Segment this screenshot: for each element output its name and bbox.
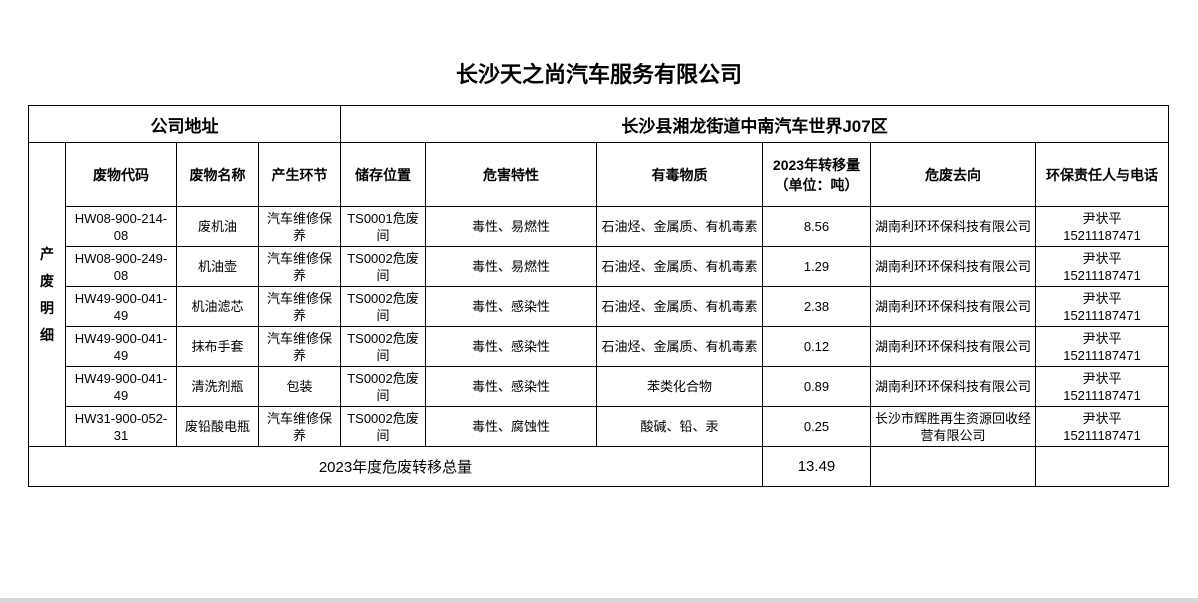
production-stage-cell: 汽车维修保养 [258, 286, 341, 327]
toxic-substances-cell: 酸碱、铅、汞 [596, 406, 763, 447]
col-header-waste-name: 废物名称 [176, 142, 259, 207]
waste-code-cell: HW49-900-041-49 [65, 326, 177, 367]
waste-name-cell: 废铅酸电瓶 [176, 406, 259, 447]
total-row: 2023年度危废转移总量 13.49 [28, 446, 1170, 487]
table-row: HW08-900-249-08 机油壶 汽车维修保养 TS0002危废间 毒性、… [29, 246, 1170, 287]
contact-cell: 尹状平 15211187471 [1034, 406, 1170, 447]
toxic-substances-cell: 石油烃、金属质、有机毒素 [596, 326, 763, 367]
table-row: HW49-900-041-49 机油滤芯 汽车维修保养 TS0002危废间 毒性… [29, 286, 1170, 327]
destination-cell: 长沙市辉胜再生资源回收经营有限公司 [870, 406, 1036, 447]
storage-location-cell: TS0002危废间 [340, 246, 426, 287]
destination-cell: 湖南利环环保科技有限公司 [870, 206, 1036, 247]
toxic-substances-cell: 苯类化合物 [596, 366, 763, 407]
hazard-cell: 毒性、腐蚀性 [425, 406, 597, 447]
waste-name-cell: 机油滤芯 [176, 286, 259, 327]
production-stage-cell: 汽车维修保养 [258, 326, 341, 367]
storage-location-cell: TS0001危废间 [340, 206, 426, 247]
toxic-substances-cell: 石油烃、金属质、有机毒素 [596, 246, 763, 287]
production-stage-cell: 汽车维修保养 [258, 246, 341, 287]
waste-code-cell: HW08-900-214-08 [65, 206, 177, 247]
waste-code-cell: HW08-900-249-08 [65, 246, 177, 287]
storage-location-cell: TS0002危废间 [340, 406, 426, 447]
col-header-waste-code: 废物代码 [65, 142, 177, 207]
storage-location-cell: TS0002危废间 [340, 286, 426, 327]
window-bottom-edge [0, 598, 1198, 603]
hazard-cell: 毒性、感染性 [425, 366, 597, 407]
production-stage-cell: 汽车维修保养 [258, 206, 341, 247]
contact-cell: 尹状平 15211187471 [1034, 326, 1170, 367]
table-row: HW49-900-041-49 抹布手套 汽车维修保养 TS0002危废间 毒性… [29, 326, 1170, 367]
page-title: 长沙天之尚汽车服务有限公司 [455, 62, 742, 87]
table-row: HW49-900-041-49 清洗剂瓶 包装 TS0002危废间 毒性、感染性… [29, 366, 1170, 407]
transfer-amount-cell: 8.56 [762, 206, 871, 247]
total-label-cell: 2023年度危废转移总量 [28, 446, 763, 487]
storage-location-cell: TS0002危废间 [340, 366, 426, 407]
destination-cell: 湖南利环环保科技有限公司 [870, 286, 1036, 327]
col-header-storage-location: 储存位置 [340, 142, 426, 207]
table-row: HW31-900-052-31 废铅酸电瓶 汽车维修保养 TS0002危废间 毒… [29, 406, 1170, 447]
col-header-transfer-amount-2023: 2023年转移量 （单位：吨） [762, 142, 871, 207]
col-header-responsible-person-phone: 环保责任人与电话 [1034, 142, 1170, 207]
total-amount-cell: 13.49 [762, 446, 871, 487]
waste-code-cell: HW49-900-041-49 [65, 286, 177, 327]
hazardous-waste-table: 公司地址 长沙县湘龙街道中南汽车世界J07区 产 废 明 细 废物代码 废物名称… [28, 105, 1170, 487]
contact-cell: 尹状平 15211187471 [1034, 246, 1170, 287]
total-destination-cell [870, 446, 1036, 487]
production-stage-cell: 包装 [258, 366, 341, 407]
total-contact-cell [1034, 446, 1170, 487]
col-header-hazard-characteristics: 危害特性 [425, 142, 597, 207]
transfer-amount-cell: 0.89 [762, 366, 871, 407]
destination-cell: 湖南利环环保科技有限公司 [870, 366, 1036, 407]
production-stage-cell: 汽车维修保养 [258, 406, 341, 447]
transfer-amount-cell: 1.29 [762, 246, 871, 287]
waste-name-cell: 清洗剂瓶 [176, 366, 259, 407]
company-address-row: 公司地址 长沙县湘龙街道中南汽车世界J07区 [28, 105, 1170, 143]
contact-cell: 尹状平 15211187471 [1034, 286, 1170, 327]
hazard-cell: 毒性、感染性 [425, 286, 597, 327]
toxic-substances-cell: 石油烃、金属质、有机毒素 [596, 286, 763, 327]
transfer-amount-cell: 0.25 [762, 406, 871, 447]
waste-name-cell: 废机油 [176, 206, 259, 247]
contact-cell: 尹状平 15211187471 [1034, 366, 1170, 407]
table-row: HW08-900-214-08 废机油 汽车维修保养 TS0001危废间 毒性、… [29, 206, 1170, 247]
waste-code-cell: HW31-900-052-31 [65, 406, 177, 447]
hazard-cell: 毒性、易燃性 [425, 246, 597, 287]
col-header-waste-destination: 危废去向 [870, 142, 1036, 207]
col-header-production-stage: 产生环节 [258, 142, 341, 207]
contact-cell: 尹状平 15211187471 [1034, 206, 1170, 247]
transfer-amount-cell: 0.12 [762, 326, 871, 367]
waste-code-cell: HW49-900-041-49 [65, 366, 177, 407]
destination-cell: 湖南利环环保科技有限公司 [870, 326, 1036, 367]
transfer-amount-cell: 2.38 [762, 286, 871, 327]
table-header-row: 产 废 明 细 废物代码 废物名称 产生环节 储存位置 危害特性 有毒物质 20… [28, 142, 1170, 447]
side-label-waste-details: 产 废 明 细 [28, 142, 66, 447]
hazard-cell: 毒性、易燃性 [425, 206, 597, 247]
waste-name-cell: 机油壶 [176, 246, 259, 287]
destination-cell: 湖南利环环保科技有限公司 [870, 246, 1036, 287]
company-address-value: 长沙县湘龙街道中南汽车世界J07区 [339, 105, 1170, 143]
toxic-substances-cell: 石油烃、金属质、有机毒素 [596, 206, 763, 247]
storage-location-cell: TS0002危废间 [340, 326, 426, 367]
hazard-cell: 毒性、感染性 [425, 326, 597, 367]
col-header-toxic-substances: 有毒物质 [596, 142, 763, 207]
company-address-label: 公司地址 [28, 105, 341, 143]
waste-name-cell: 抹布手套 [176, 326, 259, 367]
